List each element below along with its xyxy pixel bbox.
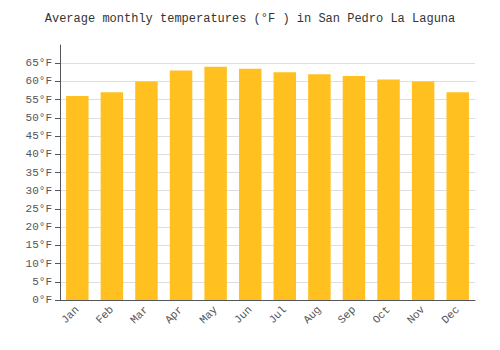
svg-text:Jul: Jul xyxy=(267,304,289,326)
svg-text:Aug: Aug xyxy=(301,304,323,326)
svg-text:Mar: Mar xyxy=(128,304,150,326)
svg-text:25°F: 25°F xyxy=(26,203,52,215)
svg-text:15°F: 15°F xyxy=(26,239,52,251)
svg-text:55°F: 55°F xyxy=(26,94,52,106)
svg-text:Feb: Feb xyxy=(94,304,116,326)
svg-text:Dec: Dec xyxy=(439,304,461,326)
svg-text:Jan: Jan xyxy=(59,304,81,326)
svg-text:5°F: 5°F xyxy=(32,276,52,288)
svg-text:Average monthly temperatures (: Average monthly temperatures (°F ) in Sa… xyxy=(45,12,455,26)
svg-text:Oct: Oct xyxy=(370,304,392,326)
svg-text:Sep: Sep xyxy=(336,304,358,326)
svg-text:10°F: 10°F xyxy=(26,258,52,270)
svg-text:20°F: 20°F xyxy=(26,221,52,233)
svg-text:Nov: Nov xyxy=(405,303,428,326)
svg-text:40°F: 40°F xyxy=(26,148,52,160)
svg-text:35°F: 35°F xyxy=(26,167,52,179)
svg-text:Apr: Apr xyxy=(163,304,185,326)
svg-text:65°F: 65°F xyxy=(26,57,52,69)
svg-text:Jun: Jun xyxy=(232,304,254,326)
svg-text:30°F: 30°F xyxy=(26,185,52,197)
svg-text:May: May xyxy=(197,303,220,326)
svg-text:45°F: 45°F xyxy=(26,130,52,142)
svg-text:60°F: 60°F xyxy=(26,75,52,87)
svg-text:0°F: 0°F xyxy=(32,294,52,306)
svg-text:50°F: 50°F xyxy=(26,112,52,124)
